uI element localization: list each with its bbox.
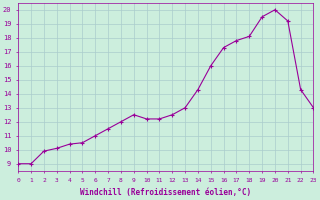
X-axis label: Windchill (Refroidissement éolien,°C): Windchill (Refroidissement éolien,°C)	[80, 188, 252, 197]
